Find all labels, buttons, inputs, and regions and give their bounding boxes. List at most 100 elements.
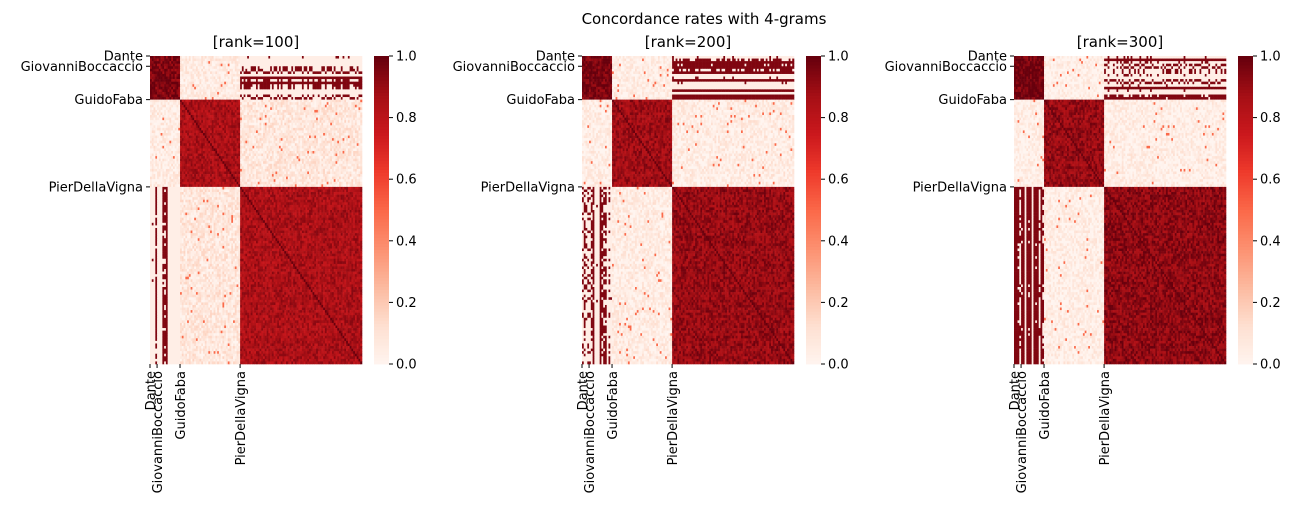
- heatmap-cell: [219, 69, 221, 72]
- heatmap-cell: [212, 128, 214, 131]
- heatmap-cell: [233, 82, 235, 85]
- heatmap-cell: [192, 128, 194, 131]
- heatmap-cell: [173, 143, 175, 146]
- heatmap-cell: [164, 92, 166, 95]
- heatmap-cell: [231, 82, 233, 85]
- heatmap-cell: [182, 125, 184, 128]
- heatmap-cell: [184, 95, 186, 98]
- heatmap-cell: [230, 143, 232, 146]
- heatmap-cell: [198, 156, 200, 159]
- heatmap-cell: [344, 146, 346, 149]
- heatmap-cell: [348, 148, 350, 151]
- heatmap-cell: [185, 156, 187, 159]
- heatmap-cell: [330, 143, 332, 146]
- heatmap-cell: [302, 64, 304, 67]
- heatmap-cell: [261, 56, 263, 59]
- heatmap-cell: [166, 105, 168, 108]
- heatmap-cell: [332, 64, 334, 67]
- heatmap-cell: [159, 74, 161, 77]
- heatmap-cell: [159, 77, 161, 80]
- heatmap-cell: [346, 102, 348, 105]
- heatmap-cell: [212, 123, 214, 126]
- heatmap-cell: [184, 141, 186, 144]
- heatmap-cell: [191, 59, 193, 62]
- heatmap-cell: [284, 64, 286, 67]
- heatmap-cell: [194, 141, 196, 144]
- heatmap-cell: [358, 84, 360, 87]
- heatmap-cell: [263, 130, 265, 133]
- heatmap-cell: [215, 112, 217, 115]
- heatmap-cell: [192, 61, 194, 64]
- heatmap-cell: [184, 143, 186, 146]
- heatmap-cell: [268, 123, 270, 126]
- heatmap-cell: [249, 115, 251, 118]
- heatmap-cell: [154, 154, 156, 157]
- heatmap-cell: [224, 141, 226, 144]
- heatmap-cell: [166, 112, 168, 115]
- heatmap-cell: [212, 64, 214, 67]
- heatmap-cell: [339, 64, 341, 67]
- heatmap-cell: [328, 146, 330, 149]
- heatmap-cell: [249, 128, 251, 131]
- heatmap-cell: [210, 69, 212, 72]
- heatmap-cell: [182, 151, 184, 154]
- heatmap-cell: [201, 120, 203, 123]
- heatmap-cell: [334, 136, 336, 139]
- heatmap-cell: [244, 74, 246, 77]
- heatmap-cell: [185, 133, 187, 136]
- heatmap-cell: [231, 92, 233, 95]
- heatmap-cell: [184, 84, 186, 87]
- heatmap-cell: [286, 125, 288, 128]
- heatmap-cell: [334, 148, 336, 151]
- heatmap-cell: [348, 66, 350, 69]
- heatmap-cell: [290, 100, 292, 103]
- heatmap-cell: [283, 84, 285, 87]
- heatmap-cell: [251, 120, 253, 123]
- heatmap-cell: [155, 69, 157, 72]
- heatmap-cell: [154, 136, 156, 139]
- heatmap-cell: [314, 82, 316, 85]
- heatmap-cell: [192, 79, 194, 82]
- heatmap-cell: [284, 95, 286, 98]
- heatmap-cell: [360, 118, 362, 121]
- heatmap-cell: [171, 61, 173, 64]
- heatmap-cell: [305, 110, 307, 113]
- heatmap-cell: [238, 128, 240, 131]
- heatmap-cell: [337, 133, 339, 136]
- heatmap-cell: [337, 79, 339, 82]
- heatmap-cell: [316, 61, 318, 64]
- heatmap-cell: [263, 107, 265, 110]
- heatmap-cell: [161, 143, 163, 146]
- heatmap-cell: [192, 141, 194, 144]
- heatmap-cell: [270, 146, 272, 149]
- heatmap-cell: [219, 92, 221, 95]
- heatmap-cell: [168, 118, 170, 121]
- heatmap-cell: [309, 71, 311, 74]
- heatmap-cell: [254, 97, 256, 100]
- heatmap-cell: [327, 156, 329, 159]
- heatmap-cell: [263, 148, 265, 151]
- heatmap-cell: [321, 95, 323, 98]
- heatmap-cell: [284, 110, 286, 113]
- heatmap-cell: [247, 151, 249, 154]
- heatmap-cell: [295, 95, 297, 98]
- heatmap-cell: [351, 71, 353, 74]
- heatmap-cell: [178, 107, 180, 110]
- heatmap-cell: [251, 74, 253, 77]
- heatmap-cell: [198, 105, 200, 108]
- heatmap-cell: [336, 133, 338, 136]
- heatmap-cell: [311, 112, 313, 115]
- heatmap-cell: [189, 143, 191, 146]
- heatmap-cell: [171, 159, 173, 162]
- heatmap-cell: [272, 69, 274, 72]
- heatmap-cell: [318, 77, 320, 80]
- heatmap-cell: [304, 138, 306, 141]
- heatmap-cell: [307, 71, 309, 74]
- heatmap-cell: [212, 112, 214, 115]
- heatmap-cell: [177, 141, 179, 144]
- heatmap-cell: [150, 71, 152, 74]
- heatmap-cell: [222, 102, 224, 105]
- heatmap-cell: [320, 156, 322, 159]
- heatmap-cell: [161, 105, 163, 108]
- heatmap-cell: [320, 130, 322, 133]
